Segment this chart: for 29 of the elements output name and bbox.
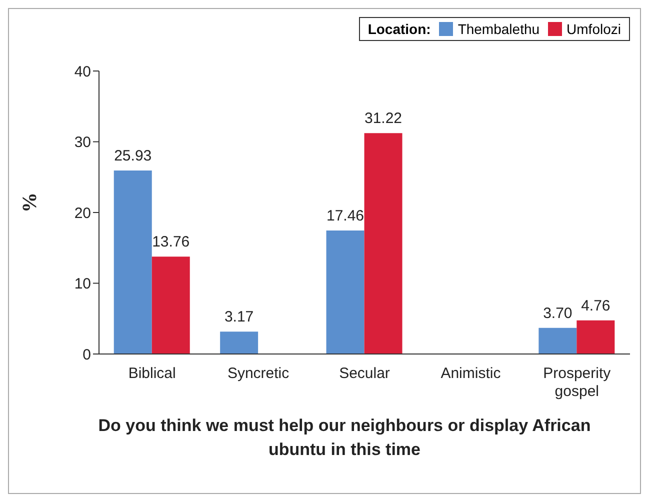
y-tick-label: 30 <box>74 134 91 152</box>
y-tick-label: 0 <box>82 346 91 364</box>
y-tick-label: 20 <box>74 204 91 222</box>
data-label: 17.46 <box>326 207 364 224</box>
bar <box>538 328 577 354</box>
bar <box>152 256 190 354</box>
data-label: 3.17 <box>224 308 254 326</box>
x-axis-title: Do you think we must help our neighbours or display African ubuntu in this time <box>97 415 592 461</box>
legend-label: Umfolozi <box>566 21 621 37</box>
bar <box>326 230 364 354</box>
x-tick-label: Animistic <box>440 365 502 382</box>
data-label: 13.76 <box>152 234 190 251</box>
data-label: 3.70 <box>543 304 572 322</box>
legend-label: Thembalethu <box>458 21 540 37</box>
legend-title: Location: <box>368 21 431 37</box>
bar <box>576 320 615 354</box>
x-tick-label: Secular <box>339 365 390 382</box>
y-tick-label: 40 <box>74 63 91 80</box>
data-label: 25.93 <box>114 148 152 165</box>
data-label: 4.76 <box>581 297 610 314</box>
y-tick-label: 10 <box>74 276 91 293</box>
bar <box>364 133 402 354</box>
bar <box>114 170 152 354</box>
x-tick-label: Syncretic <box>227 365 290 382</box>
x-tick-label: Prosperity gospel <box>543 365 612 400</box>
y-axis-title: % <box>19 192 42 212</box>
data-label: 31.22 <box>364 110 402 128</box>
x-tick-label: Biblical <box>128 365 176 382</box>
bar <box>220 332 258 354</box>
